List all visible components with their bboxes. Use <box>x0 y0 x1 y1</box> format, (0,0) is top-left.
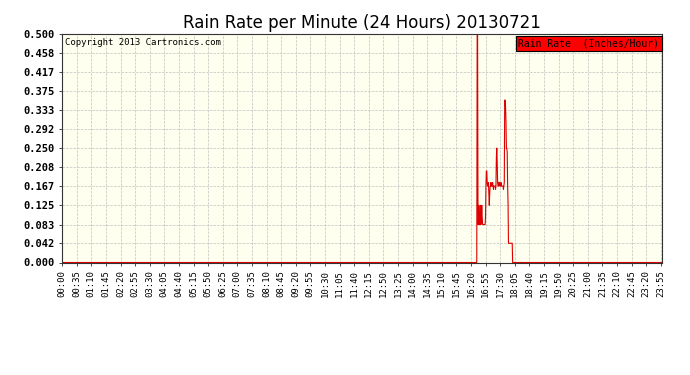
Text: Rain Rate  (Inches/Hour): Rain Rate (Inches/Hour) <box>518 38 660 48</box>
Text: Copyright 2013 Cartronics.com: Copyright 2013 Cartronics.com <box>65 38 221 47</box>
Title: Rain Rate per Minute (24 Hours) 20130721: Rain Rate per Minute (24 Hours) 20130721 <box>184 14 541 32</box>
